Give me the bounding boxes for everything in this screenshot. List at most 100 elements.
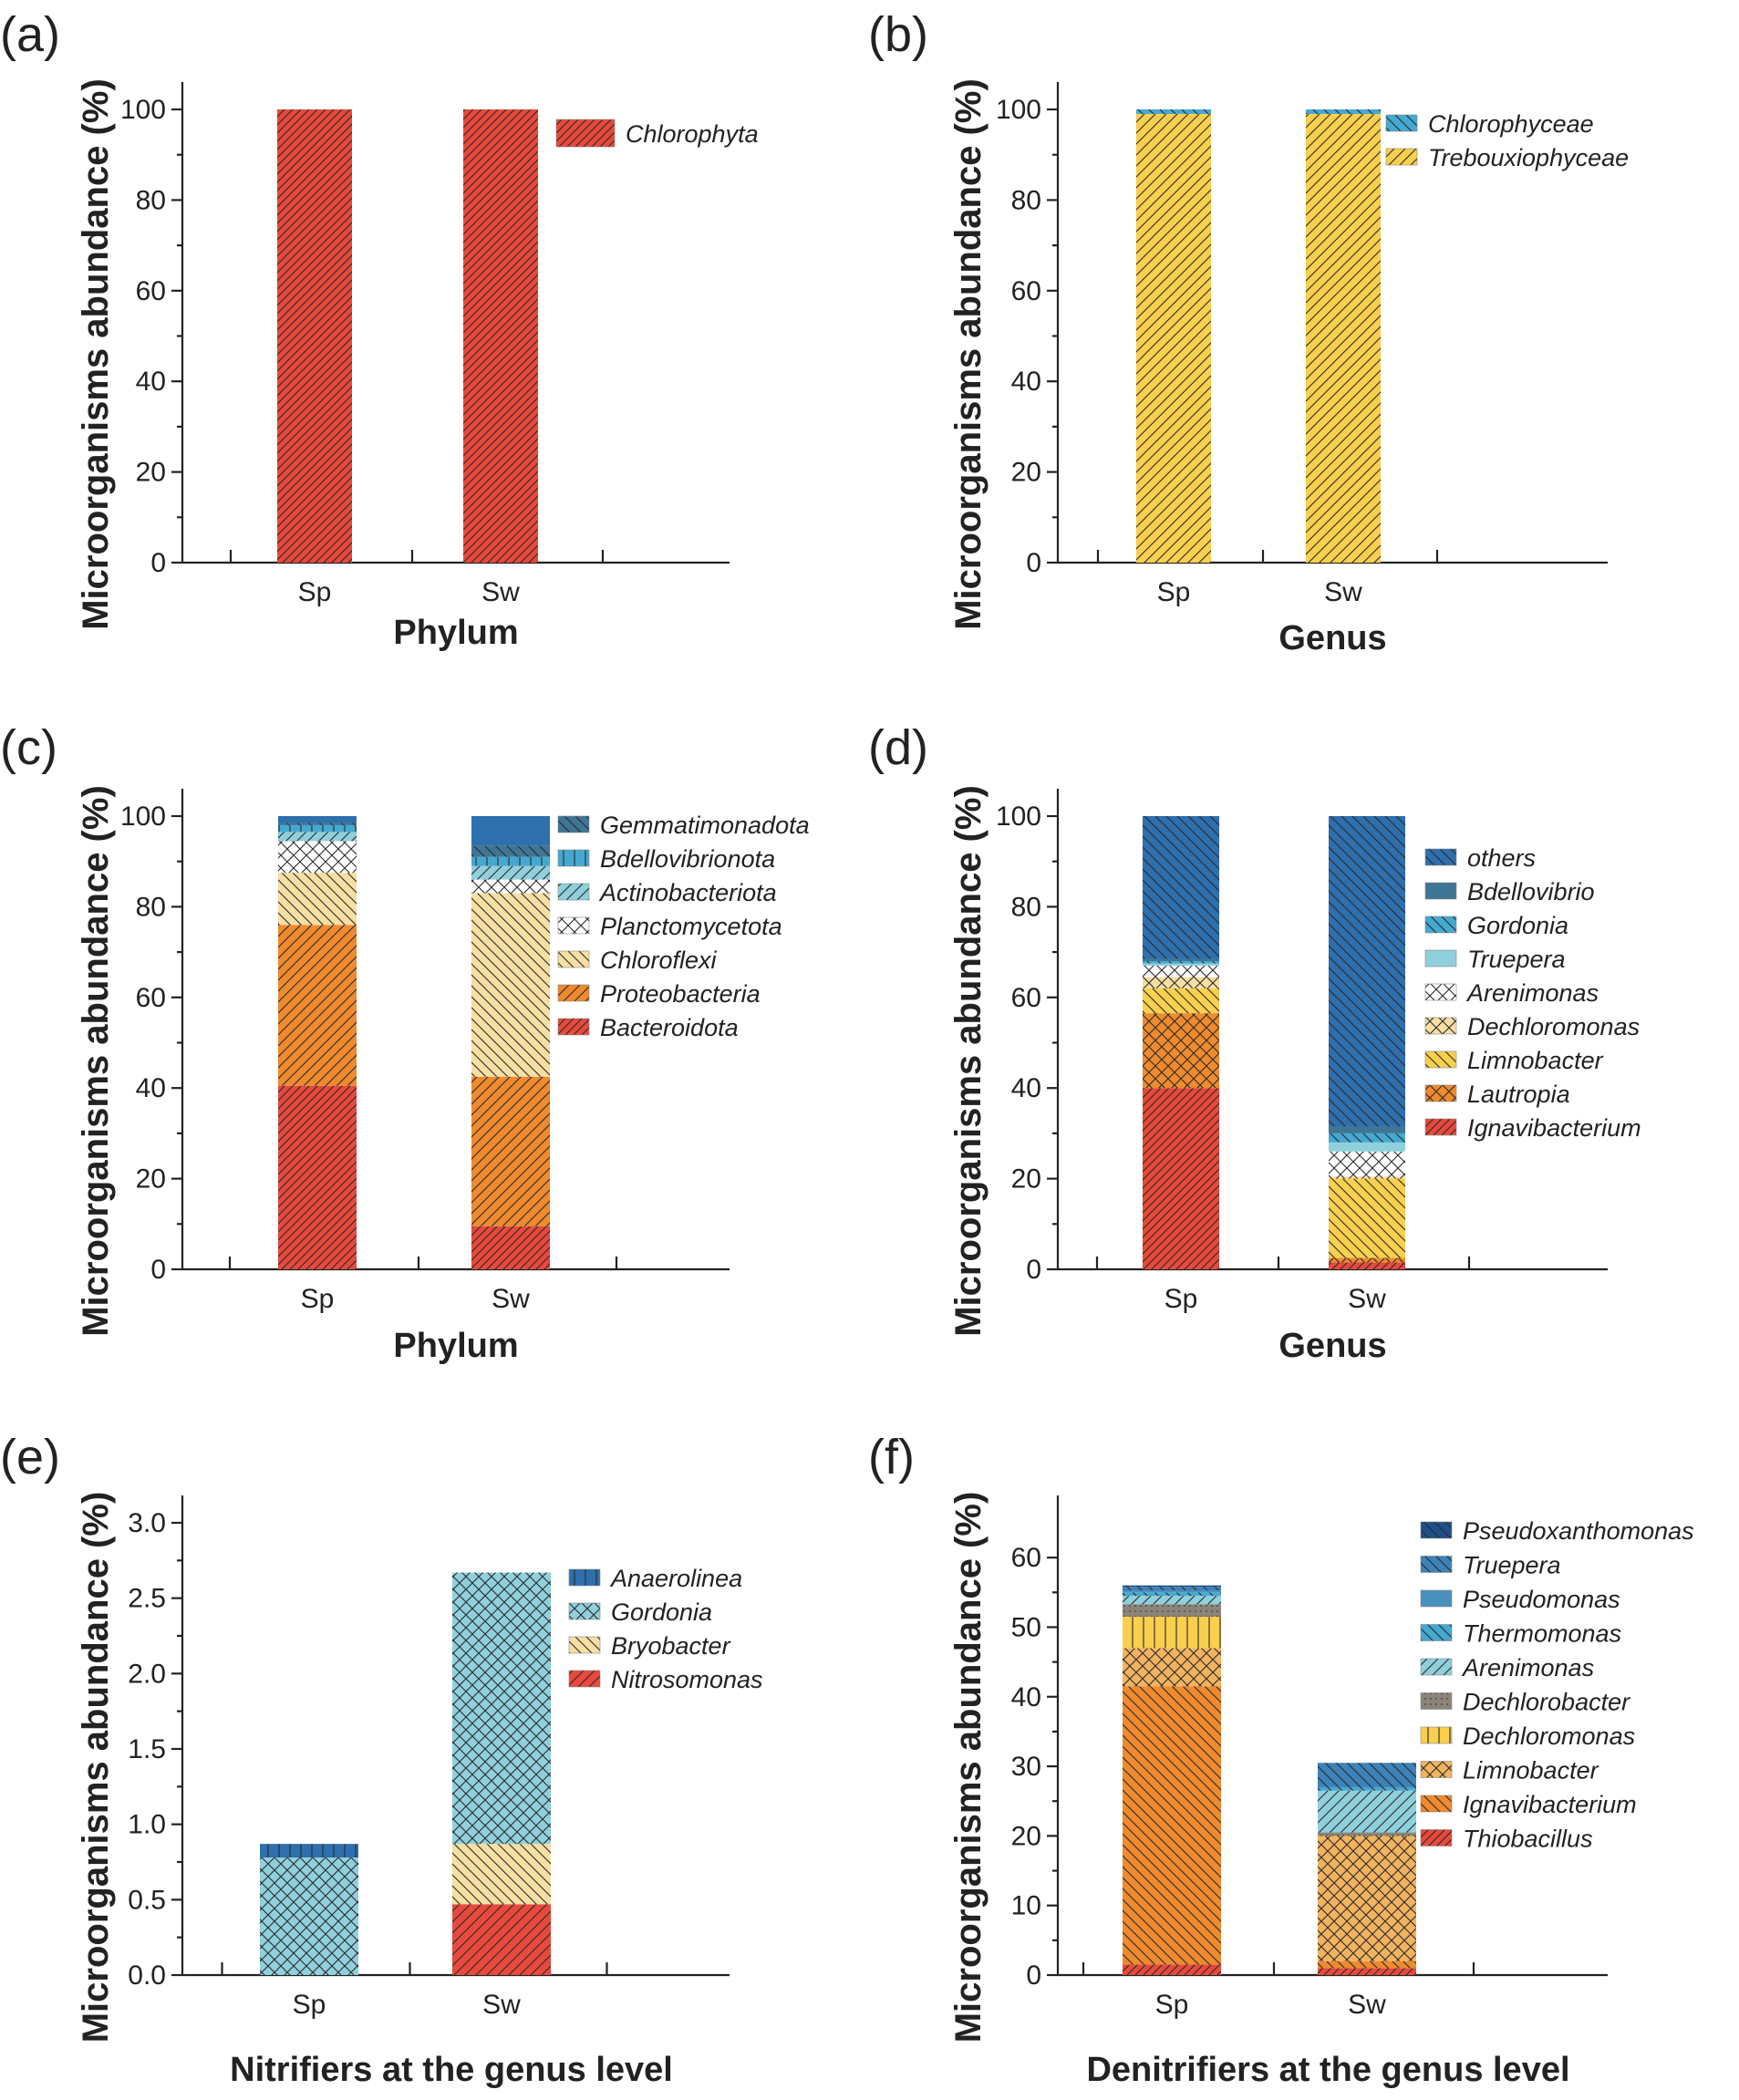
- legend-swatch-c-bdellovibrionota: [557, 849, 590, 867]
- legend-label-d-truepera: Truepera: [1467, 946, 1566, 973]
- bar-c-sp-others: [278, 816, 357, 823]
- bar-c-sw-proteobacteria: [471, 1076, 550, 1226]
- y-tick-label-f: 10: [1011, 1891, 1041, 1921]
- bar-d-sw-limnobacter: [1329, 1178, 1405, 1258]
- y-tick-label-f: 0: [1026, 1960, 1041, 1991]
- legend-label-b-trebouxiophyceae: Trebouxiophyceae: [1428, 144, 1629, 171]
- legend-a: Chlorophyta: [555, 119, 759, 148]
- bar-c-sw-bdellovibrionota: [471, 856, 550, 866]
- legend-swatch-e-gordonia: [568, 1602, 601, 1620]
- panel-f: (f) Microorganisms abundance (%) 0 10 20 30 40…: [868, 1430, 1694, 2089]
- y-axis-label-f: Microorganisms abundance (%): [948, 1492, 989, 2043]
- bar-d-sp-ignavibacterium: [1143, 1088, 1219, 1269]
- y-axis-label-d: Microorganisms abundance (%): [948, 785, 989, 1337]
- bar-d-sw-gordonia: [1329, 1133, 1405, 1143]
- panel-a: (a) Microorganisms abundance (%) 0 20 40 60 80…: [0, 7, 759, 652]
- legend-swatch-f-ignavibacterium: [1420, 1795, 1453, 1813]
- x-axis-label-e: Nitrifiers at the genus level: [230, 2051, 673, 2089]
- x-tick-label-sw: Sw: [1348, 1284, 1386, 1314]
- legend-swatch-e-bryobacter: [568, 1636, 601, 1654]
- y-axis-label-c: Microorganisms abundance (%): [76, 785, 116, 1337]
- bar-b-sw-trebouxiophyceae: [1306, 113, 1381, 563]
- legend-f: Pseudoxanthomonas Truepera Pseudomonas Ther…: [1420, 1517, 1694, 1853]
- y-tick-label-b: 40: [1011, 367, 1041, 397]
- bar-b-sw-chlorophyceae: [1306, 109, 1381, 114]
- bar-b-sp-trebouxiophyceae: [1136, 113, 1211, 563]
- legend-swatch-c-chloroflexi: [557, 950, 590, 968]
- bar-c-sw-others: [471, 816, 550, 846]
- y-tick-label-f: 60: [1011, 1543, 1041, 1573]
- y-tick-label-e: 0.5: [128, 1885, 166, 1915]
- legend-swatch-f-dechloromonas: [1420, 1726, 1453, 1744]
- bar-d-sp-arenimonas: [1143, 966, 1219, 978]
- bar-e-sp-gordonia: [260, 1857, 358, 1975]
- bar-c-sp-actinobacteriota: [278, 832, 357, 842]
- legend-label-d-others: others: [1467, 844, 1536, 872]
- bar-f-sp-ignavibacterium: [1123, 1686, 1221, 1965]
- legend-swatch-d-lautropia: [1424, 1084, 1457, 1102]
- x-tick-label-sw: Sw: [492, 1284, 530, 1314]
- legend-label-d-gordonia: Gordonia: [1467, 912, 1568, 939]
- y-tick-label-f: 30: [1011, 1752, 1041, 1782]
- y-tick-label-a: 100: [120, 95, 166, 125]
- legend-swatch-c-planctomycetota: [557, 916, 590, 935]
- legend-label-d-limnobacter: Limnobacter: [1467, 1047, 1604, 1074]
- y-tick-label-a: 0: [150, 548, 166, 578]
- bar-d-sp-lautropia: [1143, 1013, 1219, 1089]
- x-tick-label-sp: Sp: [301, 1284, 335, 1314]
- bar-c-sp-gemmatimonadota: [278, 822, 357, 825]
- bar-e-sw-gordonia: [452, 1572, 551, 1845]
- y-tick-label-e: 1.0: [128, 1810, 166, 1840]
- legend-label-f-dechloromonas: Dechloromonas: [1463, 1722, 1635, 1750]
- panel-label-c: (c): [0, 720, 57, 775]
- legend-swatch-d-ignavibacterium: [1424, 1118, 1457, 1136]
- bar-e-sw-bryobacter: [452, 1844, 551, 1905]
- bar-d-sp-gordonia: [1143, 961, 1219, 964]
- panel-label-f: (f): [868, 1430, 915, 1484]
- bar-f-sp-thermomonas: [1123, 1592, 1221, 1597]
- bar-f-sp-arenimonas: [1123, 1596, 1221, 1605]
- y-tick-label-a: 60: [136, 276, 166, 306]
- legend-label-f-thiobacillus: Thiobacillus: [1463, 1826, 1593, 1853]
- legend-label-b-chlorophyceae: Chlorophyceae: [1428, 110, 1594, 138]
- x-axis-label-d: Genus: [1278, 1327, 1386, 1365]
- legend-label-c-proteobacteria: Proteobacteria: [600, 980, 761, 1008]
- x-tick-label-sw: Sw: [1324, 577, 1362, 607]
- legend-label-c-planctomycetota: Planctomycetota: [600, 913, 782, 940]
- legend-label-d-bdellovibrio: Bdellovibrio: [1467, 878, 1595, 905]
- y-tick-label-a: 20: [136, 458, 166, 488]
- legend-label-f-pseudoxanthomonas: Pseudoxanthomonas: [1463, 1517, 1694, 1545]
- bar-c-sp-bacteroidota: [278, 1085, 357, 1269]
- bar-f-sp-truepera: [1123, 1587, 1221, 1591]
- y-tick-label-d: 20: [1011, 1164, 1041, 1195]
- y-tick-label-e: 0.0: [128, 1960, 166, 1991]
- bar-f-sp-thiobacillus: [1123, 1964, 1221, 1975]
- legend-label-e-nitrosomonas: Nitrosomonas: [611, 1666, 763, 1693]
- legend-swatch-f-truepera: [1420, 1556, 1453, 1573]
- bar-a-sp-chlorophyta: [277, 109, 352, 563]
- legend-label-f-limnobacter: Limnobacter: [1463, 1757, 1599, 1784]
- x-tick-label-sp: Sp: [1155, 1990, 1189, 2020]
- legend-e: Anaerolinea Gordonia Bryobacter Nitrosomona…: [568, 1565, 763, 1693]
- bar-f-sw-thermomonas: [1318, 1786, 1416, 1791]
- bar-d-sp-truepera: [1143, 963, 1219, 967]
- bar-f-sp-dechlorobacter: [1123, 1604, 1221, 1618]
- legend-swatch-c-proteobacteria: [557, 984, 590, 1002]
- legend-label-f-thermomonas: Thermomonas: [1463, 1620, 1621, 1648]
- y-tick-label-d: 40: [1011, 1073, 1041, 1103]
- panel-label-d: (d): [868, 720, 928, 775]
- y-tick-label-e: 2.0: [128, 1659, 166, 1689]
- legend-swatch-e-nitrosomonas: [568, 1670, 601, 1688]
- bar-c-sp-planctomycetota: [278, 841, 357, 874]
- bar-d-sw-ignavibacterium: [1329, 1262, 1405, 1269]
- bar-d-sp-limnobacter: [1143, 988, 1219, 1014]
- y-axis-label-e: Microorganisms abundance (%): [76, 1492, 116, 2043]
- bar-e-sp-anaerolinea: [260, 1844, 358, 1858]
- bar-d-sw-dechloromonas: [1329, 1176, 1405, 1179]
- legend-swatch-c-gemmatimonadota: [557, 815, 590, 833]
- legend-label-c-actinobacteriota: Actinobacteriota: [598, 879, 777, 906]
- panel-label-e: (e): [0, 1430, 60, 1484]
- bar-f-sw-ignavibacterium: [1318, 1960, 1416, 1969]
- legend-label-d-dechloromonas: Dechloromonas: [1467, 1013, 1640, 1040]
